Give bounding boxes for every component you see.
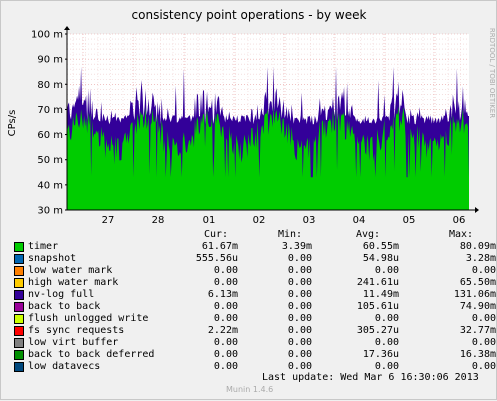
y-tick-label: 70 m: [37, 105, 63, 116]
y-tick-label: 30 m: [37, 206, 63, 217]
data-areas: [67, 66, 469, 210]
y-tick-label: 80 m: [37, 80, 63, 91]
y-tick-label: 60 m: [37, 130, 63, 141]
x-tick-label: 02: [253, 215, 266, 226]
x-tick-labels: 27 28 01 02 03 04 05 06: [102, 215, 466, 226]
chart-title: consistency point operations - by week: [132, 8, 367, 22]
x-axis-arrow: [475, 207, 479, 213]
x-tick-label: 06: [453, 215, 466, 226]
x-tick-label: 28: [152, 215, 165, 226]
axes: [64, 26, 479, 213]
rrdtool-watermark: RRDTOOL / TOBI OETIKER: [488, 28, 496, 118]
area-timer: [67, 106, 469, 210]
munin-version: Munin 1.4.6: [226, 385, 274, 394]
x-tick-label: 27: [102, 215, 115, 226]
y-tick-label: 50 m: [37, 155, 63, 166]
y-tick-label: 90 m: [37, 55, 63, 66]
x-tick-label: 01: [203, 215, 216, 226]
y-tick-label: 40 m: [37, 180, 63, 191]
y-tick-labels: 30 m 40 m 50 m 60 m 70 m 80 m 90 m 100 m: [31, 30, 67, 217]
x-tick-label: 04: [353, 215, 366, 226]
x-tick-label: 05: [403, 215, 416, 226]
x-tick-label: 03: [303, 215, 316, 226]
y-tick-label: 100 m: [31, 30, 63, 41]
y-axis-label: CPs/s: [7, 110, 18, 137]
y-axis-arrow: [64, 26, 70, 30]
last-update: Last update: Wed Mar 6 16:30:06 2013: [262, 372, 479, 383]
